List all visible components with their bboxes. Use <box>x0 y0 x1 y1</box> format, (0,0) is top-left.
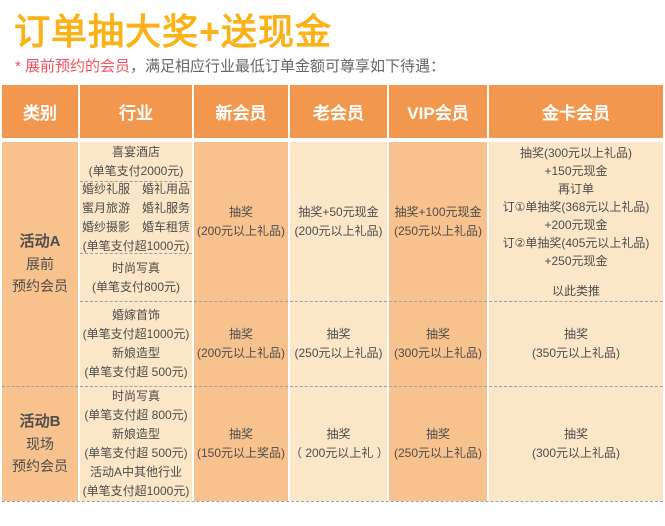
column-header-category: 类别 <box>2 85 78 138</box>
column-header-industry: 行业 <box>80 85 192 138</box>
cell-sectionA-row1-new: 抽奖 (200元以上礼品) <box>194 142 288 301</box>
sectionA-line2: 展前 <box>26 256 54 272</box>
cell-sectionB-category: 活动B 现场 预约会员 <box>2 386 78 501</box>
cell-industry-banquet: 喜宴酒店 (单笔支付2000元) <box>80 142 192 181</box>
reward-table-header: 类别 行业 新会员 老会员 VIP会员 金卡会员 <box>2 85 663 138</box>
cell-industry-wedding: 婚纱礼服 婚礼用品 蜜月旅游 婚礼服务 婚纱摄影 婚车租赁 (单笔支付超1000… <box>80 181 192 253</box>
promo-note-highlight: * 展前预约的会员 <box>15 58 131 75</box>
cell-sectionA-row2-vip: 抽奖 (300元以上礼品) <box>389 301 487 386</box>
reward-table: 类别 行业 新会员 老会员 VIP会员 金卡会员 活动A 展前 预约会员 喜宴酒… <box>2 85 663 502</box>
cell-industry-photo: 时尚写真 (单笔支付800元) <box>80 253 192 301</box>
cell-sectionA-category: 活动A 展前 预约会员 <box>2 142 78 386</box>
cell-sectionA-row2-new: 抽奖 (200元以上礼品) <box>194 301 288 386</box>
cell-sectionA-row1-gold: 抽奖(300元以上礼品) +150元现金 再订单 订①单抽奖(368元以上礼品)… <box>489 142 663 301</box>
gold-etcetera-note: 以此类推 <box>551 283 600 298</box>
promo-note: * 展前预约的会员，满足相应行业最低订单金额可尊享如下待遇： <box>15 58 665 76</box>
sectionB-line3: 预约会员 <box>12 458 68 474</box>
column-header-vip-member: VIP会员 <box>389 85 487 138</box>
cell-sectionB-new: 抽奖 (150元以上奖品) <box>194 386 288 501</box>
cell-industry-jewelry: 婚嫁首饰 (单笔支付超1000元) 新娘造型 (单笔支付超 500元) <box>80 301 192 386</box>
cell-sectionA-row2-old: 抽奖 (250元以上礼品) <box>290 301 387 386</box>
cell-sectionA-row1-old: 抽奖+50元现金 (200元以上礼品) <box>290 142 387 301</box>
column-header-gold-member: 金卡会员 <box>489 85 663 138</box>
cell-sectionB-old: 抽奖 （ 200元以上礼 ） <box>290 386 389 501</box>
column-header-new-member: 新会员 <box>194 85 288 138</box>
sectionA-name: 活动A <box>19 233 61 250</box>
sectionA-line3: 预约会员 <box>12 278 68 294</box>
cell-sectionA-row2-gold: 抽奖 (350元以上礼品) <box>489 301 663 386</box>
cell-sectionB-industry: 时尚写真 (单笔支付超 800元) 新娘造型 (单笔支付超 500元) 活动A中… <box>80 386 192 501</box>
page-title: 订单抽大奖+送现金 <box>14 11 333 52</box>
reward-table-body: 活动A 展前 预约会员 喜宴酒店 (单笔支付2000元) 婚纱礼服 婚礼用品 蜜… <box>2 142 663 502</box>
column-header-old-member: 老会员 <box>290 85 387 138</box>
promo-note-rest: ，满足相应行业最低订单金额可尊享如下待遇： <box>130 58 446 75</box>
cell-sectionB-gold: 抽奖 (300元以上礼品) <box>489 386 663 501</box>
cell-sectionA-row1-vip: 抽奖+100元现金 (250元以上礼品) <box>389 142 487 301</box>
sectionB-line2: 现场 <box>26 436 54 452</box>
sectionB-name: 活动B <box>19 413 61 430</box>
cell-sectionB-vip: 抽奖 (250元以上礼品) <box>389 386 487 501</box>
